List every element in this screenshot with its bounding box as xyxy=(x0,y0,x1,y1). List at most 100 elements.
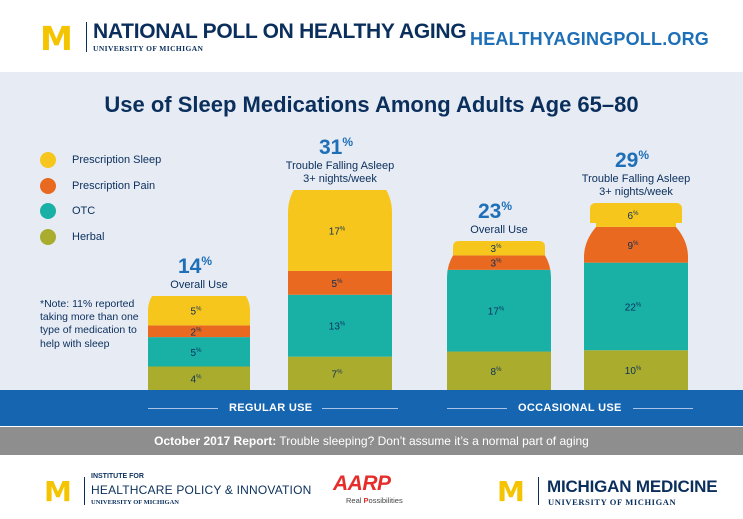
percent-sign: % xyxy=(340,322,346,328)
segment-value-label: 6% xyxy=(628,211,640,222)
bottle-segments xyxy=(288,190,392,390)
segment-otc xyxy=(148,337,250,367)
poll-name: NATIONAL POLL ON HEALTHY AGING xyxy=(93,20,467,43)
percent-sign: % xyxy=(196,307,202,313)
divider xyxy=(86,22,87,52)
segment-otc xyxy=(584,262,688,351)
bottle-caption: Overall Use xyxy=(470,224,527,236)
bottle-1: 4% 5% 2% 5% xyxy=(148,296,250,390)
percent-sign: % xyxy=(496,259,502,265)
michigan-medicine-name: MICHIGAN MEDICINE xyxy=(547,477,718,496)
percent-sign: % xyxy=(636,302,642,308)
legend-swatch xyxy=(40,152,56,168)
segment-prescription-sleep xyxy=(584,203,688,227)
group-rule xyxy=(148,408,218,409)
group-rule xyxy=(633,408,693,409)
segment-value-label: 7% xyxy=(332,369,344,380)
bottle-caption: Overall Use xyxy=(170,279,227,291)
segment-prescription-pain xyxy=(148,325,250,338)
michigan-medicine-university: UNIVERSITY OF MICHIGAN xyxy=(548,497,677,507)
legend-label: OTC xyxy=(72,205,96,217)
bottle-total: 31% xyxy=(319,135,353,159)
aarp-logo: AARP xyxy=(333,472,391,495)
segment-value-label: 2% xyxy=(191,327,203,338)
bottle-caption: Trouble Falling Asleep xyxy=(582,173,690,185)
aarp-tagline-a: Real xyxy=(346,496,364,505)
ihpi-line-3: UNIVERSITY OF MICHIGAN xyxy=(91,499,179,506)
legend-label: Prescription Pain xyxy=(72,179,156,192)
segment-otc xyxy=(288,294,392,357)
segment-value-label: 4% xyxy=(191,374,203,385)
report-text: Trouble sleeping? Don’t assume it’s a no… xyxy=(279,434,589,448)
segment-herbal xyxy=(148,366,250,390)
percent-sign: % xyxy=(633,241,639,247)
segment-value-label: 5% xyxy=(191,348,203,359)
bottle-total: 23% xyxy=(478,199,512,223)
legend-swatch xyxy=(40,177,56,194)
divider xyxy=(538,477,539,505)
michigan-m-logo: M xyxy=(40,19,73,58)
aarp-tagline-b: P xyxy=(363,496,369,505)
segment-value-label: 13% xyxy=(329,322,346,333)
aarp-tagline: Real Possibilities xyxy=(346,496,403,505)
percent-sign: % xyxy=(340,226,346,232)
group-rule xyxy=(322,408,398,409)
bottle-caption: 3+ nights/week xyxy=(303,173,377,185)
percent-sign: % xyxy=(499,307,505,313)
percent-sign: % xyxy=(638,148,649,162)
segment-prescription-sleep xyxy=(288,190,392,271)
bottle-caption: 3+ nights/week xyxy=(599,186,673,198)
percent-sign: % xyxy=(196,348,202,354)
segment-prescription-sleep xyxy=(148,296,250,326)
report-label: October 2017 Report: xyxy=(154,434,277,448)
poll-university: UNIVERSITY OF MICHIGAN xyxy=(93,44,204,53)
segment-herbal xyxy=(584,350,688,390)
michigan-m-logo: M xyxy=(44,475,72,508)
segment-value-label: 10% xyxy=(625,366,642,377)
percent-sign: % xyxy=(196,374,202,380)
segment-herbal xyxy=(288,356,392,390)
bottle-caption: Trouble Falling Asleep xyxy=(286,160,394,172)
report-strip: October 2017 Report: Trouble sleeping? D… xyxy=(0,427,743,455)
percent-sign: % xyxy=(337,279,343,285)
bottle-2: 7% 13% 5% 17% xyxy=(288,190,392,390)
legend-label: Prescription Sleep xyxy=(72,154,162,166)
segment-prescription-pain xyxy=(288,270,392,295)
segment-value-label: 3% xyxy=(491,259,503,270)
bottle-segments xyxy=(447,241,551,390)
percent-sign: % xyxy=(636,366,642,372)
segment-value-label: 8% xyxy=(491,367,503,378)
michigan-m-logo: M xyxy=(497,475,525,508)
segment-otc xyxy=(447,269,551,352)
bottle-3: 8% 17% 3% 3% xyxy=(447,241,551,390)
segment-value-label: 5% xyxy=(332,279,344,290)
footnote: *Note: 11% reported taking more than one… xyxy=(40,298,139,350)
site-url-link[interactable]: HEALTHYAGINGPOLL.ORG xyxy=(470,29,710,49)
percent-sign: % xyxy=(501,199,512,213)
segment-value-label: 5% xyxy=(191,307,203,318)
segment-prescription-pain xyxy=(447,255,551,270)
chart-title: Use of Sleep Medications Among Adults Ag… xyxy=(104,92,639,117)
legend-label: Herbal xyxy=(72,230,105,243)
bottle-total: 29% xyxy=(615,148,649,172)
aarp-tagline-c: ossibilities xyxy=(368,496,403,505)
legend-swatch xyxy=(40,228,56,245)
segment-prescription-pain xyxy=(584,226,688,263)
percent-sign: % xyxy=(342,135,353,149)
group-label-occasional: OCCASIONAL USE xyxy=(518,402,622,414)
bottle-segments xyxy=(584,203,688,390)
ihpi-line-1: INSTITUTE FOR xyxy=(91,473,144,480)
divider xyxy=(84,477,85,505)
bottle-total: 14% xyxy=(178,254,212,278)
ihpi-line-2: HEALTHCARE POLICY & INNOVATION xyxy=(91,483,312,497)
legend-swatch xyxy=(40,203,56,219)
segment-value-label: 22% xyxy=(625,302,642,313)
segment-value-label: 17% xyxy=(488,307,505,318)
bottle-4: 10% 22% 9% 6% xyxy=(584,203,688,390)
percent-sign: % xyxy=(337,369,343,375)
group-rule xyxy=(447,408,507,409)
percent-sign: % xyxy=(633,211,639,217)
header: M NATIONAL POLL ON HEALTHY AGING UNIVERS… xyxy=(0,0,743,72)
group-label-regular: REGULAR USE xyxy=(229,402,313,414)
